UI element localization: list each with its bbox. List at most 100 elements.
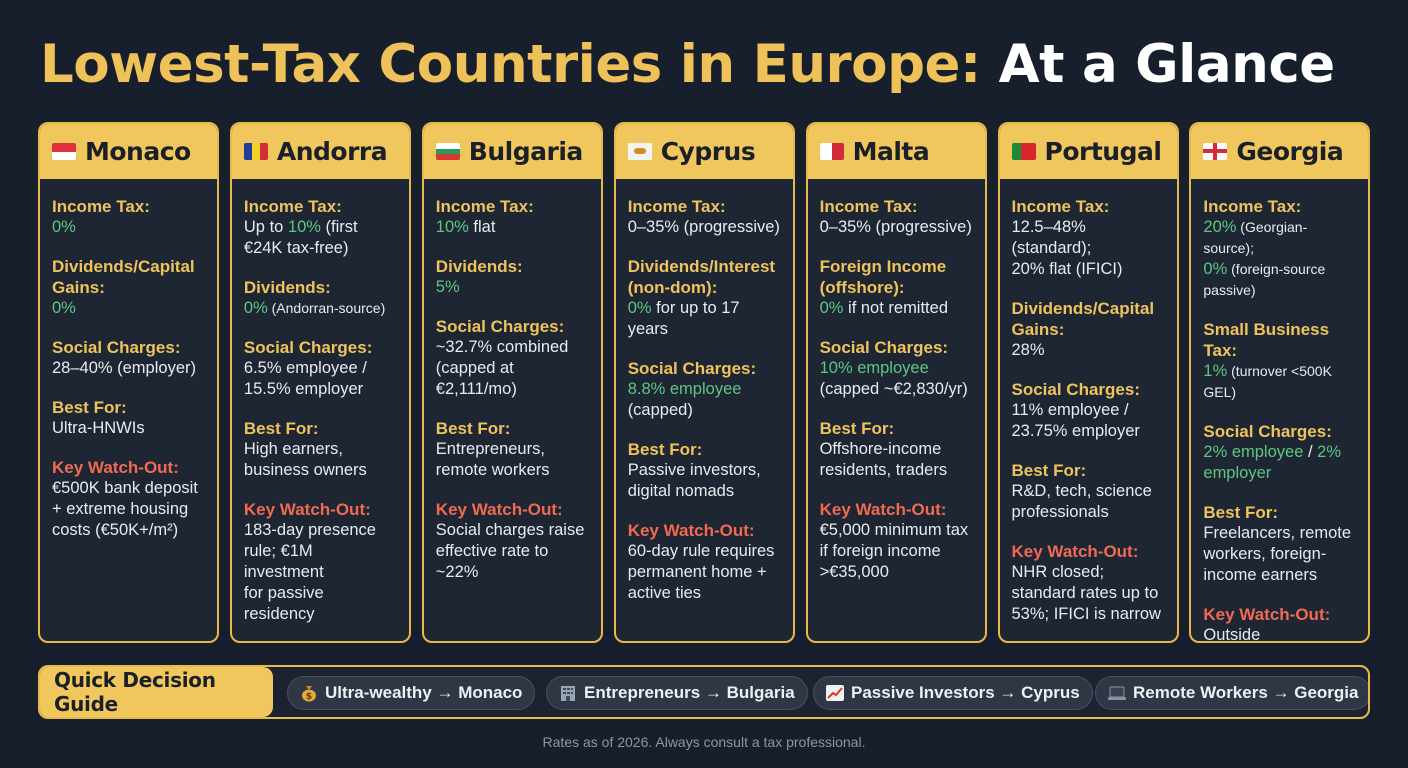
card-section: Key Watch-Out: NHR closed; standard rates … [1012,541,1165,625]
flag-icon [819,143,844,160]
card-section: Best For: High earners, business owners [244,418,397,481]
section-label: Key Watch-Out: [52,458,179,477]
section-value: income earners [1203,566,1318,584]
section-label: Best For: [1203,503,1279,522]
card-section: Income Tax: 10% flat [436,196,589,238]
section-value: 5% [435,278,460,296]
section-value: (capped ~€2,830/yr) [819,380,968,398]
section-value: 0% [52,218,76,236]
chart-up-icon [825,684,845,702]
svg-text:$: $ [306,692,312,702]
card-section: Dividends/Capital Gains: 0% [52,256,205,319]
section-value: workers, foreign- [1203,545,1327,563]
section-value: 12.5–48% (standard); [1011,218,1092,257]
section-value: 0% for up to 17 years [627,299,740,338]
flag-icon [243,143,268,160]
section-value: 10% flat [435,218,496,236]
section-value: costs (€50K+/m²) [52,521,179,539]
card-section: Key Watch-Out: 183-day presence rule; €1M … [244,499,397,625]
section-value: 8.8% employee [627,380,742,398]
flag-icon [627,143,652,160]
section-value: (capped) [627,401,693,419]
card-section: Income Tax: Up to 10% (first €24K tax-free… [244,196,397,259]
card-header: Georgia [1191,124,1369,179]
section-value: Freelancers, remote [1203,524,1352,542]
section-value: effective rate to [435,542,549,560]
page-title: Lowest-Tax Countries in Europe: At a Gla… [40,34,1335,95]
laptop-icon [1107,684,1127,702]
section-value: Ultra-HNWIs [52,419,145,437]
section-value: 0% [52,299,76,317]
country-name: Bulgaria [468,137,583,166]
section-value: €24K tax-free) [243,239,349,257]
card-header: Malta [807,124,985,179]
country-card-malta: Malta Income Tax: 0–35% (progressive) Forei… [805,122,987,643]
card-header: Monaco [40,124,217,179]
section-value: 28% [1011,341,1045,359]
card-section: Income Tax: 12.5–48% (standard); 20% flat … [1012,196,1165,280]
section-value: + extreme housing [52,500,189,518]
guide-pill: $ Ultra-wealthy → Monaco [287,676,536,710]
card-header: Bulgaria [423,124,601,179]
flag-icon [435,143,460,160]
section-value: if foreign income [819,542,941,560]
section-value: 1% (turnover <500K GEL) [1203,362,1332,400]
card-section: Social Charges: 2% employee / 2% employer [1203,421,1356,484]
section-value: 0% (foreign-source [1203,260,1326,278]
section-label: Income Tax: [627,197,726,216]
card-section: Dividends: 5% [436,256,589,298]
section-value: 11% employee / [1011,401,1129,419]
section-label: Small Business Tax: [1203,320,1330,360]
section-label: Key Watch-Out: [819,500,947,519]
card-section: Small Business Tax: 1% (turnover <500K GE… [1203,319,1356,403]
section-label: Income Tax: [52,197,150,216]
card-section: Key Watch-Out: Social charges raise effect… [436,499,589,583]
section-label: Key Watch-Out: [243,500,371,519]
section-value: 28–40% (employer) [52,359,196,377]
guide-pill: Entrepreneurs → Bulgaria [546,676,808,710]
section-value: NHR closed; [1011,563,1105,581]
section-label: Social Charges: [819,338,949,357]
card-section: Social Charges: 10% employee (capped ~€2,8… [820,337,973,400]
flag-icon [52,143,76,160]
section-value: R&D, tech, science [1011,482,1152,500]
section-label: Best For: [627,440,703,459]
section-value: 0–35% (progressive) [627,218,780,236]
country-card-andorra: Andorra Income Tax: Up to 10% (first €24K t… [229,122,411,643]
section-value: €500K bank deposit [52,479,198,497]
guide-label: Quick Decision Guide [40,667,273,717]
card-header: Andorra [231,124,409,179]
section-label: Social Charges: [243,338,373,357]
section-value: for passive residency [243,584,324,623]
country-name: Malta [852,137,930,166]
card-section: Social Charges: 8.8% employee (capped) [628,358,781,421]
card-section: Best For: Offshore-income residents, trade… [820,418,973,481]
quick-decision-guide: Quick Decision Guide $ Ultra-wealthy → Mo… [38,665,1370,719]
section-value: passive) [1203,282,1256,298]
country-card-georgia: Georgia Income Tax: 20% (Georgian-source);… [1189,122,1371,643]
section-value: 23.75% employer [1011,422,1140,440]
section-value: 20% flat (IFICI) [1011,260,1123,278]
section-value: 10% employee [819,359,929,377]
section-label: Income Tax: [243,197,342,216]
card-section: Best For: Entrepreneurs, remote workers [436,418,589,481]
section-label: Best For: [435,419,511,438]
section-value: Entrepreneurs, [435,440,545,458]
card-header: Portugal [999,124,1177,179]
card-section: Key Watch-Out: €500K bank deposit + extrem… [52,457,205,541]
card-section: Key Watch-Out:Outside EU/Schengen;Specia… [1203,604,1356,641]
flag-icon [1203,143,1228,160]
card-section: Dividends: 0% (Andorran-source) [244,277,397,319]
section-label: Social Charges: [1203,422,1332,441]
section-label: Income Tax: [1011,197,1110,216]
section-value: rule; €1M investment [243,542,324,581]
section-label: Dividends: [435,257,523,276]
section-value: ~32.7% combined [435,338,569,356]
section-value: ~22% [435,563,479,581]
section-label: Best For: [1011,461,1087,480]
card-section: Foreign Income (offshore): 0% if not remi… [820,256,973,319]
section-label: Income Tax: [435,197,534,216]
money-bag-icon: $ [299,684,319,702]
section-label: Social Charges: [1011,380,1141,399]
section-value: Social charges raise [435,521,585,539]
